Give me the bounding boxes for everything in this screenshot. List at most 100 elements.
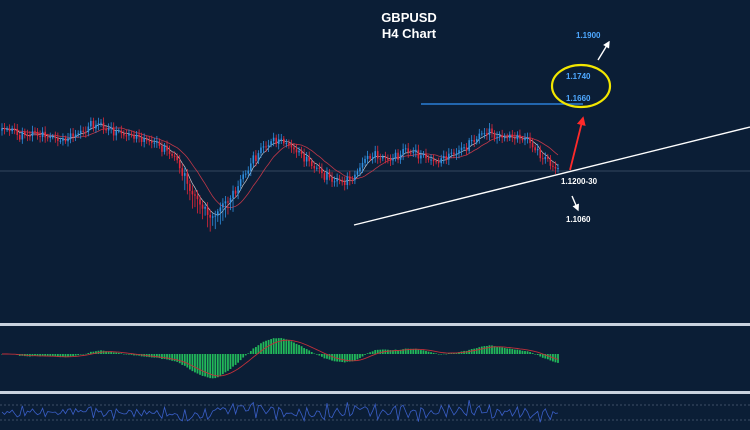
candle-body bbox=[145, 138, 148, 141]
candle-body bbox=[227, 201, 229, 203]
candle-body bbox=[514, 137, 516, 140]
macd-histogram-bar bbox=[496, 346, 498, 354]
macd-histogram-bar bbox=[394, 349, 397, 354]
macd-histogram-bar bbox=[209, 354, 212, 379]
candle-body bbox=[508, 134, 511, 138]
oscillator-line bbox=[1, 400, 559, 423]
macd-histogram-bar bbox=[493, 346, 496, 354]
macd-histogram-bar bbox=[414, 348, 417, 354]
candle-body bbox=[95, 124, 97, 129]
candle-body bbox=[166, 145, 168, 151]
candle-body bbox=[318, 167, 321, 169]
candle-body bbox=[18, 135, 21, 140]
macd-histogram-bar bbox=[163, 354, 166, 359]
candle-body bbox=[135, 134, 138, 139]
macd-histogram-bar bbox=[392, 350, 394, 354]
macd-histogram-bar bbox=[74, 354, 77, 356]
macd-histogram-bar bbox=[526, 351, 529, 354]
candle-body bbox=[69, 133, 72, 139]
macd-histogram-bar bbox=[262, 341, 265, 354]
macd-histogram-bar bbox=[447, 353, 450, 354]
macd-histogram-bar bbox=[557, 354, 559, 363]
macd-histogram-bar bbox=[173, 354, 176, 362]
macd-histogram-bar bbox=[364, 354, 366, 355]
macd-histogram-bar bbox=[488, 345, 491, 354]
candle-body bbox=[361, 162, 364, 168]
candle-body bbox=[519, 134, 521, 139]
macd-histogram-bar bbox=[49, 354, 52, 357]
candle-body bbox=[39, 136, 41, 137]
candle-body bbox=[244, 173, 247, 175]
macd-histogram-bar bbox=[427, 351, 430, 354]
macd-histogram-bar bbox=[158, 354, 161, 359]
candle-body bbox=[168, 150, 171, 154]
candle-body bbox=[87, 126, 90, 133]
candle-body bbox=[328, 171, 331, 178]
macd-histogram-bar bbox=[44, 354, 47, 357]
candle-body bbox=[199, 199, 201, 205]
macd-histogram-bar bbox=[376, 349, 379, 354]
macd-histogram-bar bbox=[150, 354, 153, 358]
macd-histogram-bar bbox=[229, 354, 232, 370]
candle-body bbox=[295, 149, 298, 153]
panel-separator-top bbox=[0, 323, 750, 326]
macd-histogram-bar bbox=[519, 350, 521, 354]
candle-body bbox=[117, 130, 120, 132]
macd-histogram-bar bbox=[181, 354, 184, 365]
candle-body bbox=[369, 155, 371, 159]
macd-histogram-bar bbox=[196, 354, 199, 374]
candle-body bbox=[267, 144, 270, 147]
candle-body bbox=[389, 159, 392, 161]
macd-histogram-bar bbox=[397, 350, 399, 354]
macd-histogram-bar bbox=[298, 344, 300, 354]
macd-histogram-bar bbox=[155, 354, 158, 358]
candle-body bbox=[331, 177, 333, 182]
candle-body bbox=[156, 141, 158, 143]
candle-body bbox=[382, 157, 384, 159]
candle-body bbox=[412, 151, 415, 153]
candle-body bbox=[84, 131, 87, 133]
candle-body bbox=[333, 181, 336, 183]
candle-body bbox=[252, 155, 255, 164]
candle-body bbox=[326, 171, 328, 180]
candle-body bbox=[415, 149, 417, 152]
candle-body bbox=[161, 145, 163, 152]
macd-histogram-bar bbox=[486, 346, 488, 354]
candle-body bbox=[488, 128, 491, 135]
macd-histogram-bar bbox=[356, 354, 359, 360]
candle-body bbox=[214, 215, 217, 217]
candle-body bbox=[57, 137, 59, 141]
macd-histogram-bar bbox=[59, 354, 62, 358]
candle-body bbox=[79, 130, 82, 134]
candle-body bbox=[237, 186, 239, 194]
macd-histogram-bar bbox=[254, 347, 257, 354]
macd-histogram-bar bbox=[417, 349, 420, 354]
candle-body bbox=[359, 167, 361, 172]
candle-body bbox=[384, 157, 387, 159]
candle-body bbox=[534, 147, 536, 151]
candle-body bbox=[341, 179, 343, 183]
candle-body bbox=[275, 137, 277, 145]
macd-histogram-bar bbox=[498, 346, 501, 354]
candle-body bbox=[62, 138, 64, 141]
candle-body bbox=[64, 138, 67, 142]
candle-body bbox=[140, 136, 143, 142]
macd-histogram-bar bbox=[430, 352, 432, 354]
candle-body bbox=[120, 130, 123, 134]
candle-body bbox=[450, 152, 453, 154]
macd-histogram-bar bbox=[117, 352, 120, 354]
candle-body bbox=[277, 139, 280, 145]
candle-body bbox=[232, 190, 234, 199]
macd-histogram-bar bbox=[67, 354, 69, 358]
macd-histogram-bar bbox=[321, 354, 323, 357]
candle-body bbox=[219, 207, 222, 212]
macd-histogram-bar bbox=[338, 354, 341, 362]
macd-histogram-bar bbox=[133, 354, 135, 356]
candle-body bbox=[404, 148, 407, 150]
candle-body bbox=[437, 161, 440, 164]
macd-histogram-bar bbox=[300, 346, 303, 354]
candle-body bbox=[526, 137, 529, 139]
candle-body bbox=[272, 137, 275, 142]
moving-average-fast bbox=[1, 123, 559, 216]
macd-histogram-bar bbox=[72, 354, 74, 357]
